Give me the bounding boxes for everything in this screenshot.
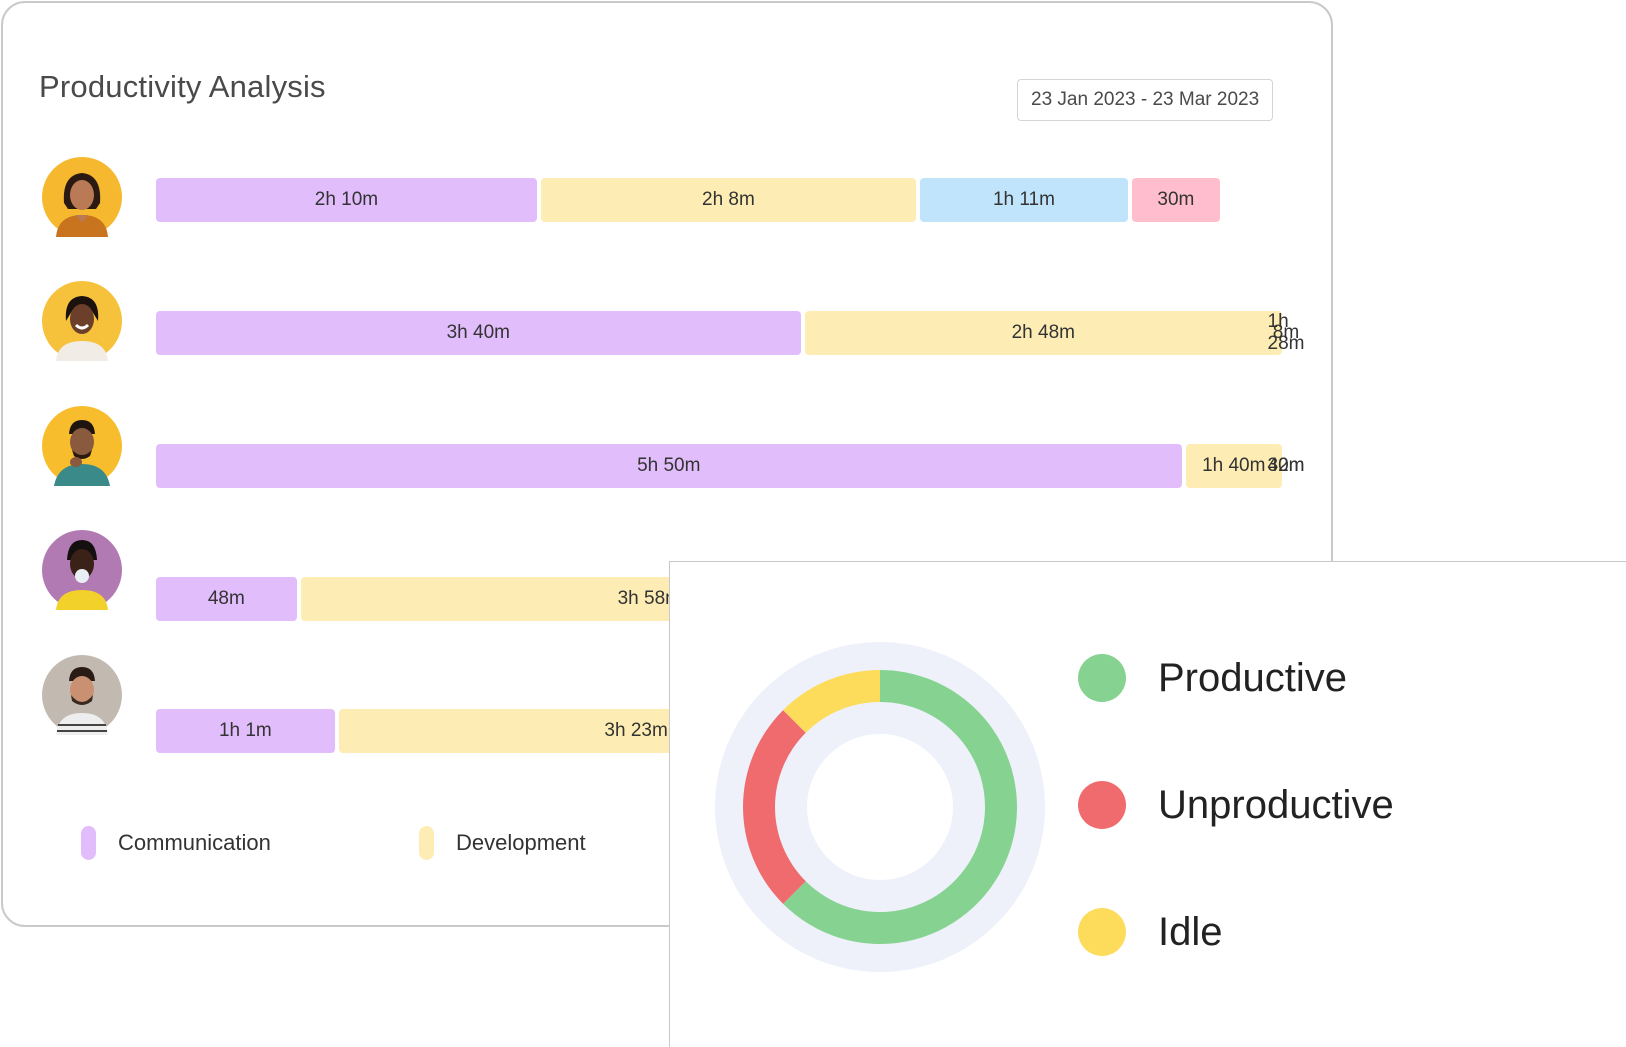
bar-segment-communication: 5h 50m bbox=[156, 444, 1182, 488]
bar-segment-communication: 2h 10m bbox=[156, 178, 537, 222]
legend-label: Communication bbox=[118, 830, 271, 855]
donut-hole bbox=[807, 734, 953, 880]
legend-label: Unproductive bbox=[1158, 782, 1394, 827]
donut-slice-productive bbox=[783, 670, 1017, 944]
productive-dot bbox=[1078, 654, 1126, 702]
page-title: Productivity Analysis bbox=[39, 69, 326, 104]
legend-item-development: Development bbox=[419, 826, 586, 860]
idle-dot bbox=[1078, 908, 1126, 956]
donut-slice-unproductive bbox=[743, 710, 806, 904]
legend-item-communication: Communication bbox=[81, 826, 271, 860]
bar-segment-development: 2h 48m bbox=[804, 311, 1282, 355]
bar-segment-meeting: 1h 11m bbox=[919, 178, 1128, 222]
person-avatar-icon bbox=[42, 655, 122, 735]
donut-slice-idle bbox=[783, 670, 880, 733]
bar-segment-communication: 1h 1m bbox=[156, 709, 335, 753]
legend-label: Productive bbox=[1158, 655, 1347, 700]
bar-segment-development: 2h 8m bbox=[540, 178, 916, 222]
legend-swatch bbox=[81, 826, 96, 860]
productivity-card: Productivity Analysis 23 Jan 2023 - 23 M… bbox=[1, 1, 1333, 927]
person-avatar-icon bbox=[42, 530, 122, 610]
legend-item-idle: Idle bbox=[1078, 908, 1223, 956]
avatar bbox=[42, 406, 122, 486]
unproductive-dot bbox=[1078, 781, 1126, 829]
status-breakdown-card: Productive Unproductive Idle bbox=[669, 561, 1626, 1047]
person-avatar-icon bbox=[42, 406, 122, 486]
legend-item-unproductive: Unproductive bbox=[1078, 781, 1394, 829]
bar-segment-development: 1h 40m bbox=[1185, 444, 1282, 488]
avatar bbox=[42, 655, 122, 735]
bar-segment-communication: 48m bbox=[156, 577, 297, 621]
avatar bbox=[42, 157, 122, 237]
avatar bbox=[42, 281, 122, 361]
bar-segment-break: 30m bbox=[1131, 178, 1220, 222]
person-avatar-icon bbox=[42, 157, 122, 237]
avatar bbox=[42, 530, 122, 610]
legend-label: Idle bbox=[1158, 909, 1223, 954]
legend-swatch bbox=[419, 826, 434, 860]
status-donut-chart bbox=[715, 642, 1045, 972]
date-range-picker[interactable]: 23 Jan 2023 - 23 Mar 2023 bbox=[1017, 79, 1274, 121]
person-avatar-icon bbox=[42, 281, 122, 361]
bar-segment-communication: 3h 40m bbox=[156, 311, 801, 355]
legend-item-productive: Productive bbox=[1078, 654, 1347, 702]
legend-label: Development bbox=[456, 830, 586, 855]
